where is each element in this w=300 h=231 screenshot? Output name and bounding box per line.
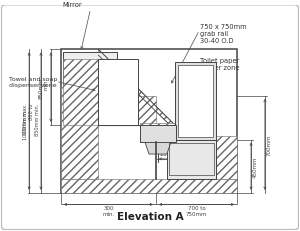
Bar	[61, 88, 98, 179]
Bar	[175, 63, 216, 140]
Polygon shape	[145, 143, 171, 154]
Bar	[200, 136, 237, 179]
Text: Elevation A: Elevation A	[117, 211, 183, 221]
Bar	[61, 50, 237, 193]
Text: 1000mm: 1000mm	[22, 109, 27, 134]
Polygon shape	[98, 50, 190, 145]
Text: 700 to
750mm: 700 to 750mm	[186, 206, 207, 216]
Bar	[63, 60, 98, 125]
Bar	[169, 144, 214, 176]
Bar	[61, 179, 237, 193]
Bar	[178, 66, 213, 137]
FancyBboxPatch shape	[2, 6, 298, 230]
Bar	[98, 60, 138, 125]
Text: 750 x 750mm
grab rail
30-40 O.D: 750 x 750mm grab rail 30-40 O.D	[200, 24, 246, 44]
Bar	[140, 125, 176, 143]
Text: Towel and soap
dispenser zone: Towel and soap dispenser zone	[9, 77, 58, 87]
Text: 300
min.: 300 min.	[102, 206, 115, 216]
Bar	[63, 53, 117, 87]
Text: 230: 230	[160, 151, 171, 156]
Bar	[138, 97, 156, 125]
Text: Mirror: Mirror	[63, 2, 82, 8]
Text: 450mm: 450mm	[253, 156, 258, 177]
Bar	[167, 140, 216, 179]
Text: 850mm
min.: 850mm min.	[38, 77, 49, 98]
Bar	[140, 124, 176, 129]
Text: 700mm: 700mm	[267, 134, 272, 155]
Bar	[167, 170, 216, 179]
Text: 1000mm max.
800 to
850mm min.: 1000mm max. 800 to 850mm min.	[23, 103, 40, 140]
Text: Toilet paper
holder zone: Toilet paper holder zone	[200, 58, 239, 71]
